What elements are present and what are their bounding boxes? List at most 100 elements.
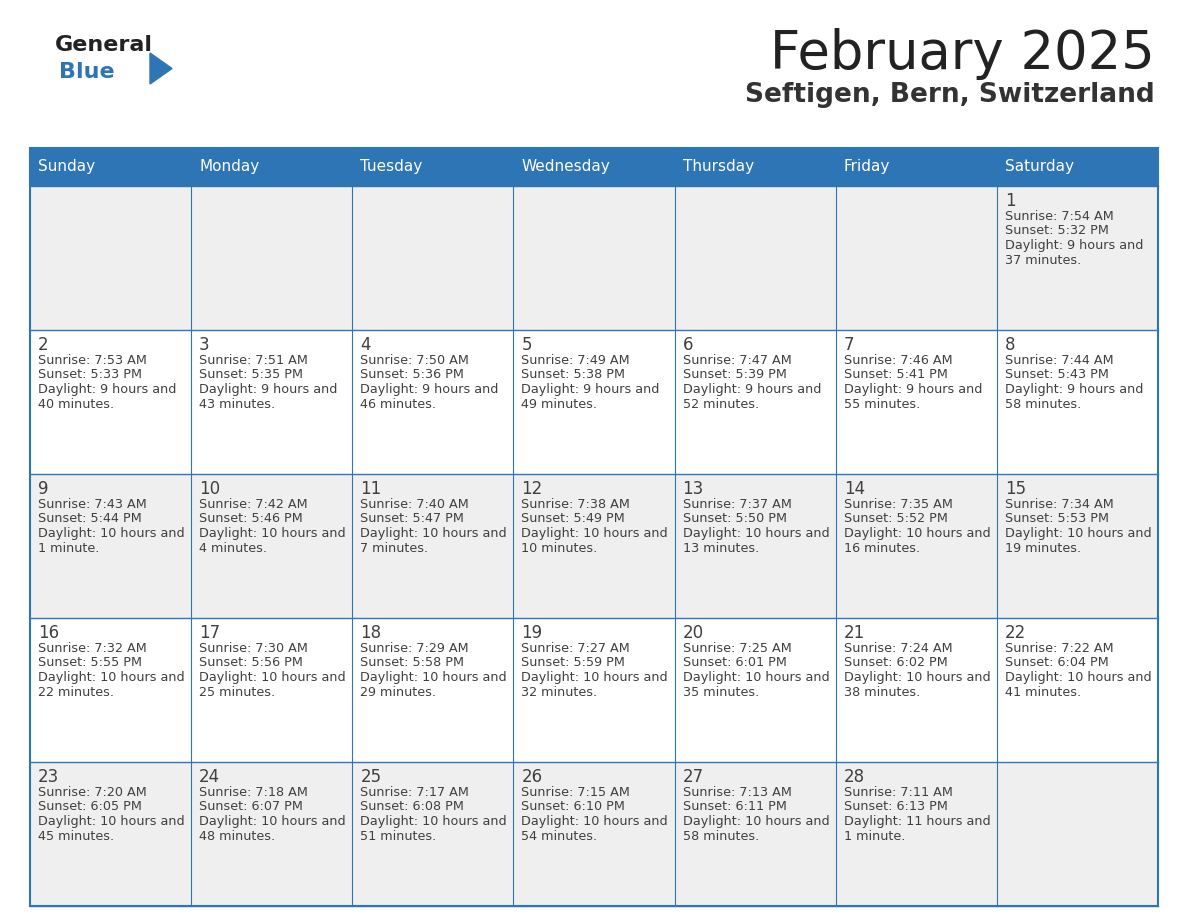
Text: Sunrise: 7:30 AM: Sunrise: 7:30 AM bbox=[200, 642, 308, 655]
Text: Sunrise: 7:42 AM: Sunrise: 7:42 AM bbox=[200, 498, 308, 511]
Text: Daylight: 10 hours and: Daylight: 10 hours and bbox=[522, 671, 668, 684]
Text: Sunrise: 7:47 AM: Sunrise: 7:47 AM bbox=[683, 354, 791, 367]
Text: 24: 24 bbox=[200, 768, 220, 786]
Text: General: General bbox=[55, 35, 153, 55]
Text: Sunrise: 7:11 AM: Sunrise: 7:11 AM bbox=[843, 786, 953, 799]
Text: Daylight: 9 hours and: Daylight: 9 hours and bbox=[843, 383, 982, 396]
Text: Daylight: 10 hours and: Daylight: 10 hours and bbox=[843, 527, 991, 540]
Text: 14: 14 bbox=[843, 480, 865, 498]
Text: Sunrise: 7:51 AM: Sunrise: 7:51 AM bbox=[200, 354, 308, 367]
Text: Sunrise: 7:27 AM: Sunrise: 7:27 AM bbox=[522, 642, 630, 655]
Text: Sunrise: 7:35 AM: Sunrise: 7:35 AM bbox=[843, 498, 953, 511]
Text: Sunrise: 7:25 AM: Sunrise: 7:25 AM bbox=[683, 642, 791, 655]
Text: Sunset: 5:50 PM: Sunset: 5:50 PM bbox=[683, 512, 786, 525]
Text: Daylight: 10 hours and: Daylight: 10 hours and bbox=[1005, 671, 1151, 684]
Text: 10 minutes.: 10 minutes. bbox=[522, 542, 598, 554]
Text: Sunrise: 7:38 AM: Sunrise: 7:38 AM bbox=[522, 498, 631, 511]
Text: Wednesday: Wednesday bbox=[522, 160, 611, 174]
Text: Sunset: 5:47 PM: Sunset: 5:47 PM bbox=[360, 512, 465, 525]
Text: Sunrise: 7:53 AM: Sunrise: 7:53 AM bbox=[38, 354, 147, 367]
Text: Sunset: 5:36 PM: Sunset: 5:36 PM bbox=[360, 368, 465, 382]
Text: Blue: Blue bbox=[59, 62, 114, 82]
Text: 55 minutes.: 55 minutes. bbox=[843, 397, 920, 410]
Text: 3: 3 bbox=[200, 336, 210, 354]
Text: 16: 16 bbox=[38, 624, 59, 642]
Text: Sunset: 5:49 PM: Sunset: 5:49 PM bbox=[522, 512, 625, 525]
Text: 58 minutes.: 58 minutes. bbox=[683, 830, 759, 843]
Text: Sunset: 6:02 PM: Sunset: 6:02 PM bbox=[843, 656, 948, 669]
Text: 1 minute.: 1 minute. bbox=[38, 542, 100, 554]
Text: 48 minutes.: 48 minutes. bbox=[200, 830, 276, 843]
Text: Daylight: 10 hours and: Daylight: 10 hours and bbox=[522, 527, 668, 540]
Text: Sunrise: 7:20 AM: Sunrise: 7:20 AM bbox=[38, 786, 147, 799]
Text: 21: 21 bbox=[843, 624, 865, 642]
Text: Sunset: 5:56 PM: Sunset: 5:56 PM bbox=[200, 656, 303, 669]
Text: Sunset: 6:05 PM: Sunset: 6:05 PM bbox=[38, 800, 141, 813]
Text: 45 minutes.: 45 minutes. bbox=[38, 830, 114, 843]
Text: Daylight: 10 hours and: Daylight: 10 hours and bbox=[360, 815, 507, 828]
Text: Thursday: Thursday bbox=[683, 160, 753, 174]
Text: Sunset: 5:46 PM: Sunset: 5:46 PM bbox=[200, 512, 303, 525]
Text: 15: 15 bbox=[1005, 480, 1026, 498]
Text: Sunrise: 7:50 AM: Sunrise: 7:50 AM bbox=[360, 354, 469, 367]
Text: Sunrise: 7:24 AM: Sunrise: 7:24 AM bbox=[843, 642, 953, 655]
Text: 5: 5 bbox=[522, 336, 532, 354]
Text: Daylight: 10 hours and: Daylight: 10 hours and bbox=[38, 815, 184, 828]
Text: Friday: Friday bbox=[843, 160, 890, 174]
Text: Daylight: 9 hours and: Daylight: 9 hours and bbox=[1005, 239, 1143, 252]
Text: February 2025: February 2025 bbox=[770, 28, 1155, 80]
Text: Daylight: 10 hours and: Daylight: 10 hours and bbox=[522, 815, 668, 828]
Text: Daylight: 10 hours and: Daylight: 10 hours and bbox=[38, 527, 184, 540]
Text: Daylight: 9 hours and: Daylight: 9 hours and bbox=[360, 383, 499, 396]
Text: Daylight: 10 hours and: Daylight: 10 hours and bbox=[200, 815, 346, 828]
Text: 25 minutes.: 25 minutes. bbox=[200, 686, 276, 699]
Text: Daylight: 9 hours and: Daylight: 9 hours and bbox=[38, 383, 176, 396]
Text: 9: 9 bbox=[38, 480, 49, 498]
Text: Daylight: 10 hours and: Daylight: 10 hours and bbox=[38, 671, 184, 684]
Text: 23: 23 bbox=[38, 768, 59, 786]
Text: Sunset: 6:10 PM: Sunset: 6:10 PM bbox=[522, 800, 625, 813]
Text: 10: 10 bbox=[200, 480, 220, 498]
Text: 2: 2 bbox=[38, 336, 49, 354]
Bar bbox=[30, 474, 1158, 618]
Bar bbox=[191, 148, 353, 186]
Text: 51 minutes.: 51 minutes. bbox=[360, 830, 436, 843]
Text: Daylight: 10 hours and: Daylight: 10 hours and bbox=[360, 527, 507, 540]
Bar bbox=[997, 148, 1158, 186]
Bar bbox=[30, 762, 1158, 906]
Text: 25: 25 bbox=[360, 768, 381, 786]
Bar bbox=[30, 186, 1158, 330]
Text: Sunrise: 7:49 AM: Sunrise: 7:49 AM bbox=[522, 354, 630, 367]
Text: Sunset: 5:58 PM: Sunset: 5:58 PM bbox=[360, 656, 465, 669]
Text: 32 minutes.: 32 minutes. bbox=[522, 686, 598, 699]
Text: 35 minutes.: 35 minutes. bbox=[683, 686, 759, 699]
Text: 1 minute.: 1 minute. bbox=[843, 830, 905, 843]
Text: Monday: Monday bbox=[200, 160, 259, 174]
Text: Daylight: 10 hours and: Daylight: 10 hours and bbox=[683, 815, 829, 828]
Bar bbox=[30, 148, 1158, 906]
Text: Sunrise: 7:22 AM: Sunrise: 7:22 AM bbox=[1005, 642, 1113, 655]
Text: Sunset: 6:13 PM: Sunset: 6:13 PM bbox=[843, 800, 948, 813]
Bar bbox=[513, 148, 675, 186]
Text: 37 minutes.: 37 minutes. bbox=[1005, 253, 1081, 266]
Text: Sunset: 5:33 PM: Sunset: 5:33 PM bbox=[38, 368, 143, 382]
Text: 8: 8 bbox=[1005, 336, 1016, 354]
Text: 22: 22 bbox=[1005, 624, 1026, 642]
Bar bbox=[675, 148, 835, 186]
Text: 7 minutes.: 7 minutes. bbox=[360, 542, 429, 554]
Text: Daylight: 9 hours and: Daylight: 9 hours and bbox=[522, 383, 659, 396]
Text: Sunrise: 7:32 AM: Sunrise: 7:32 AM bbox=[38, 642, 147, 655]
Text: Sunset: 5:44 PM: Sunset: 5:44 PM bbox=[38, 512, 141, 525]
Text: 49 minutes.: 49 minutes. bbox=[522, 397, 598, 410]
Text: 11: 11 bbox=[360, 480, 381, 498]
Text: Daylight: 10 hours and: Daylight: 10 hours and bbox=[683, 671, 829, 684]
Text: Sunset: 5:43 PM: Sunset: 5:43 PM bbox=[1005, 368, 1108, 382]
Text: 19: 19 bbox=[522, 624, 543, 642]
Text: Sunrise: 7:15 AM: Sunrise: 7:15 AM bbox=[522, 786, 631, 799]
Bar bbox=[30, 618, 1158, 762]
Text: 43 minutes.: 43 minutes. bbox=[200, 397, 276, 410]
Text: Sunset: 6:01 PM: Sunset: 6:01 PM bbox=[683, 656, 786, 669]
Text: Sunrise: 7:46 AM: Sunrise: 7:46 AM bbox=[843, 354, 953, 367]
Text: Sunset: 5:41 PM: Sunset: 5:41 PM bbox=[843, 368, 948, 382]
Text: 17: 17 bbox=[200, 624, 220, 642]
